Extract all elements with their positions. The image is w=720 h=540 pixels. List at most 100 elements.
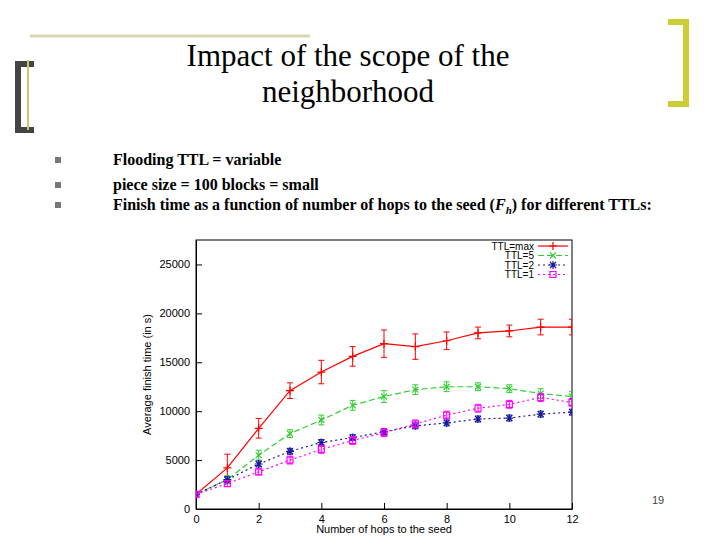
data-point [568,323,572,331]
tick-mark [259,503,260,509]
data-point [318,417,324,423]
tick-mark [509,503,510,509]
tick: 6 [381,503,387,525]
error-bar [538,319,544,335]
right-bracket [668,22,686,104]
series-line [196,397,572,494]
data-point [256,452,262,458]
data-point [569,399,572,405]
bullet-part: piece size = 100 blocks = small [113,176,319,193]
series [196,394,572,498]
series [196,408,572,498]
tick: 2 [256,503,262,525]
left-bracket [18,64,34,130]
slide-title: Impact of the scope of the neighborhood [138,38,558,110]
series [196,382,572,497]
data-point [286,447,294,455]
tick-mark [196,264,202,265]
error-bar [569,319,572,335]
data-point [412,421,418,427]
page-number: 19 [652,494,664,506]
data-point [350,402,356,408]
data-point [505,327,513,335]
tick-label: 5000 [166,454,190,466]
error-bar [224,481,230,487]
tick-mark [196,411,202,412]
tick-label: 0 [193,513,199,525]
error-bar [475,327,481,339]
data-point [444,384,450,390]
data-point [196,491,199,497]
data-point [474,329,482,337]
legend-marker [549,242,557,250]
x-axis-title: Number of hops to the seed [316,523,452,535]
tick: 8 [444,503,450,525]
bullet-part: F [495,196,506,213]
data-point [317,368,325,376]
data-point [506,386,512,392]
legend-marker [550,253,556,259]
data-point [255,424,263,432]
data-point [475,405,481,411]
tick-label: 20000 [159,307,190,319]
axis-line [196,241,197,510]
bullet-part: Flooding TTL = variable [113,151,281,168]
data-point [506,401,512,407]
bullet-part: h [506,204,512,216]
data-point [444,412,450,418]
slide: Impact of the scope of the neighborhood F… [0,0,720,540]
bullet-text: piece size = 100 blocks = small [113,175,678,195]
error-bar [256,450,262,460]
error-bar [287,383,293,399]
bullet-marker [55,157,61,163]
y-axis-title: Average finish time (in s) [141,314,153,435]
error-bar [444,332,450,350]
tick: 0 [184,503,202,515]
tick-mark [447,503,448,509]
data-point [505,414,513,422]
data-point [411,343,419,351]
data-point [286,387,294,395]
data-point [287,431,293,437]
bullet-part: Finish time as a function of number of h… [113,196,495,213]
series-line [196,412,572,494]
data-point [443,419,451,427]
legend-marker [550,272,556,278]
x-axis: 0 2 4 6 8 10 12 [193,503,578,525]
tick-label: 0 [184,503,190,515]
error-bar [318,415,324,425]
error-bar [350,347,356,367]
data-point [255,460,263,468]
tick-mark [196,509,202,510]
error-bar [318,360,324,383]
data-point [381,394,387,400]
tick: 20000 [159,307,202,319]
tick: 10 [504,503,516,525]
chart: 0 2 4 6 8 10 12 0 5000 10000 15000 20000 25000 Number… [0,0,720,540]
legend-label: TTL=1 [505,269,535,280]
tick-label: 15000 [159,356,190,368]
deco-line [30,35,310,38]
error-bar [287,430,293,438]
series-line [196,327,572,494]
data-point [380,428,388,436]
data-point [318,446,324,452]
tick: 25000 [159,258,202,270]
tick: 10000 [159,405,202,417]
data-point [350,438,356,444]
tick: 4 [319,503,325,525]
data-point [380,340,388,348]
tick-mark [572,503,573,509]
data-point [412,387,418,393]
bullet-part: ) for different TTLs: [512,196,652,213]
data-point [568,408,572,416]
tick-label: 12 [566,513,578,525]
series [196,319,572,498]
tick-mark [196,460,202,461]
legend: TTL=maxTTL=5TTL=2TTL=1 [491,241,568,281]
tick-label: 25000 [159,258,190,270]
tick: 12 [566,503,578,525]
data-point [474,415,482,423]
tick: 5000 [166,454,202,466]
tick-mark [384,503,385,509]
